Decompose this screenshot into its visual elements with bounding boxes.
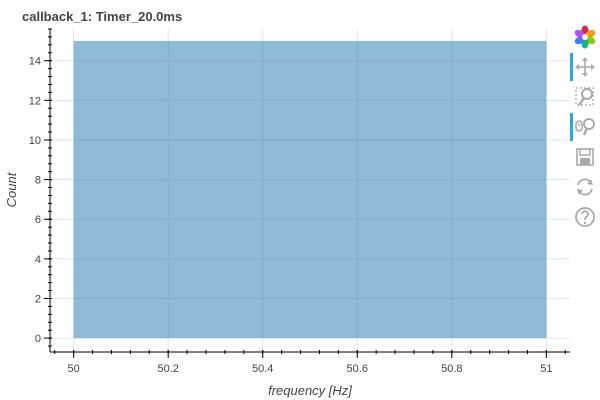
y-tick-label: 6 bbox=[35, 214, 41, 226]
active-tool-indicator bbox=[570, 113, 573, 141]
x-tick-label: 50.6 bbox=[347, 363, 368, 375]
pan-tool-icon[interactable] bbox=[572, 54, 598, 80]
reset-tool-icon[interactable] bbox=[572, 174, 598, 200]
y-tick-label: 12 bbox=[29, 95, 41, 107]
y-tick-label: 4 bbox=[35, 254, 41, 266]
box-zoom-tool-icon[interactable] bbox=[572, 84, 598, 110]
y-tick-label: 14 bbox=[29, 56, 41, 68]
wheel-zoom-tool-icon[interactable] bbox=[572, 114, 598, 140]
x-tick-label: 50.4 bbox=[252, 363, 273, 375]
chart-title: callback_1: Timer_20.0ms bbox=[22, 9, 182, 24]
y-tick-label: 0 bbox=[35, 333, 41, 345]
x-tick-label: 50.8 bbox=[441, 363, 462, 375]
y-tick-label: 2 bbox=[35, 293, 41, 305]
y-axis-label: Count bbox=[4, 171, 19, 207]
help-tool-icon[interactable] bbox=[572, 204, 598, 230]
y-axis: 0 2 4 6 8 10 12 14 bbox=[29, 28, 52, 352]
x-tick-label: 51 bbox=[540, 363, 552, 375]
y-tick-label: 8 bbox=[35, 175, 41, 187]
bars bbox=[73, 40, 547, 339]
active-tool-indicator bbox=[570, 53, 573, 81]
y-tick-label: 10 bbox=[29, 135, 41, 147]
x-tick-label: 50 bbox=[68, 363, 80, 375]
x-tick-label: 50.2 bbox=[157, 363, 178, 375]
bokeh-logo-icon bbox=[572, 24, 598, 50]
x-axis-label: frequency [Hz] bbox=[268, 383, 352, 398]
histogram-bar bbox=[73, 40, 547, 339]
save-tool-icon[interactable] bbox=[572, 144, 598, 170]
x-axis: 50 50.2 50.4 50.6 50.8 51 bbox=[50, 350, 570, 375]
